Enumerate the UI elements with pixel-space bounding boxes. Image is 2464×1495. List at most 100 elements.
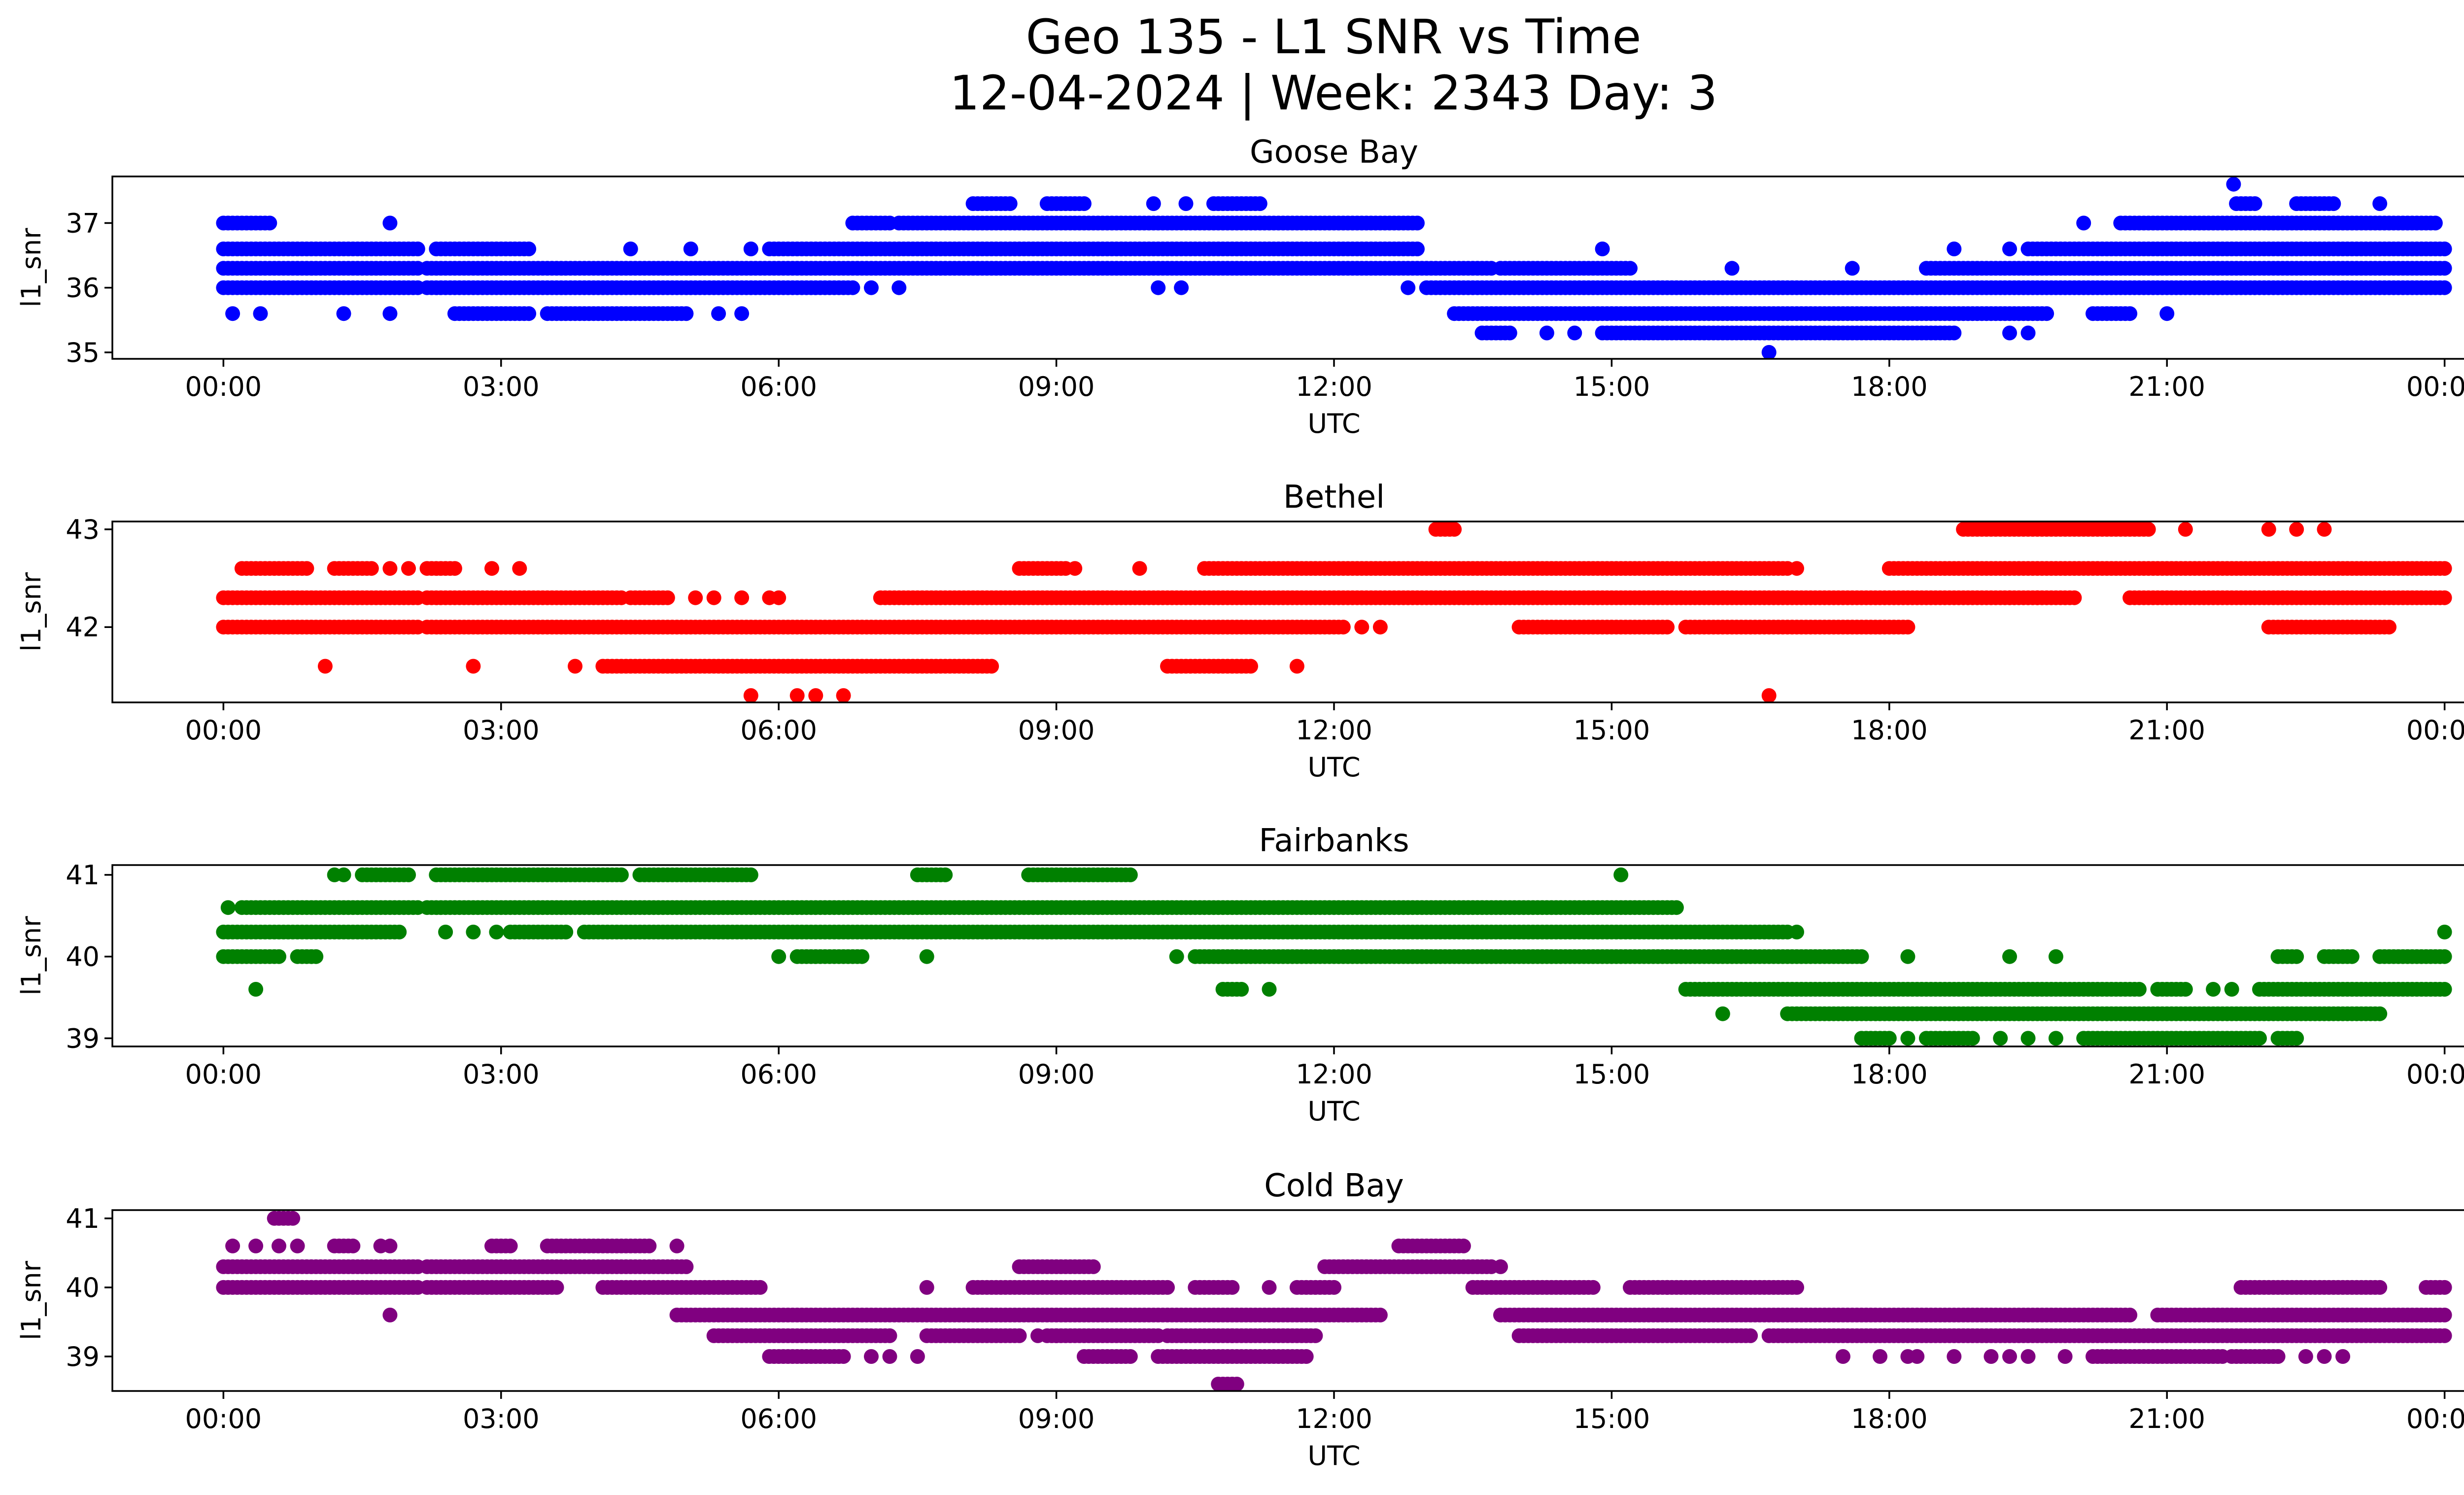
data-point bbox=[1539, 325, 1554, 341]
data-point bbox=[503, 1238, 518, 1253]
data-point bbox=[614, 867, 629, 882]
data-point bbox=[1174, 280, 1189, 295]
data-point bbox=[938, 867, 953, 882]
data-point bbox=[1169, 949, 1184, 964]
data-point bbox=[512, 561, 527, 576]
x-tick-label: 00:00 bbox=[2406, 715, 2464, 746]
data-point bbox=[743, 242, 758, 256]
scatter-series bbox=[216, 176, 2452, 359]
data-point bbox=[1076, 196, 1092, 211]
x-tick-label: 00:00 bbox=[2406, 371, 2464, 402]
data-point bbox=[1845, 261, 1860, 276]
data-point bbox=[1262, 982, 1277, 997]
data-point bbox=[679, 306, 694, 321]
data-point bbox=[1900, 1031, 1916, 1046]
data-point bbox=[345, 1238, 361, 1253]
scatter-series bbox=[216, 1211, 2452, 1391]
data-point bbox=[2131, 982, 2147, 997]
data-point bbox=[521, 306, 537, 321]
data-point bbox=[2039, 306, 2054, 321]
data-point bbox=[1567, 325, 1582, 341]
x-tick-label: 09:00 bbox=[1018, 1059, 1095, 1090]
data-point bbox=[1456, 1238, 1471, 1253]
data-point bbox=[1900, 620, 1916, 635]
data-point bbox=[2178, 982, 2193, 997]
data-point bbox=[1234, 982, 1249, 997]
data-point bbox=[248, 1238, 264, 1253]
x-tick-label: 09:00 bbox=[1018, 371, 1095, 402]
data-point bbox=[2226, 176, 2241, 192]
data-point bbox=[2372, 1280, 2388, 1295]
scatter-series bbox=[216, 522, 2452, 702]
x-tick-label: 21:00 bbox=[2128, 715, 2205, 746]
data-point bbox=[1160, 1280, 1175, 1295]
data-point bbox=[466, 924, 481, 939]
data-point bbox=[484, 561, 499, 576]
data-point bbox=[623, 242, 638, 256]
data-point bbox=[410, 242, 425, 256]
data-point bbox=[2002, 325, 2017, 341]
subplot-title: Fairbanks bbox=[1259, 823, 1409, 859]
data-point bbox=[1289, 659, 1304, 674]
y-axis-label: l1_snr bbox=[16, 916, 47, 996]
data-point bbox=[248, 982, 264, 997]
y-tick-label: 40 bbox=[66, 941, 100, 973]
data-point bbox=[743, 688, 758, 702]
data-point bbox=[317, 659, 333, 674]
data-point bbox=[1724, 261, 1740, 276]
x-tick-label: 09:00 bbox=[1018, 715, 1095, 746]
data-point bbox=[262, 215, 277, 231]
data-point bbox=[401, 867, 416, 882]
data-point bbox=[771, 949, 787, 964]
x-tick-label: 00:00 bbox=[185, 715, 262, 746]
data-point bbox=[2326, 196, 2341, 211]
y-axis-label: l1_snr bbox=[16, 228, 47, 308]
data-point bbox=[308, 949, 324, 964]
data-point bbox=[1947, 325, 1962, 341]
data-point bbox=[1789, 1280, 1804, 1295]
data-point bbox=[660, 590, 675, 605]
x-tick-label: 03:00 bbox=[463, 371, 540, 402]
data-point bbox=[919, 949, 934, 964]
data-point bbox=[2002, 949, 2017, 964]
data-point bbox=[568, 659, 582, 674]
data-point bbox=[1354, 620, 1369, 635]
y-tick-label: 35 bbox=[66, 337, 100, 368]
data-point bbox=[1002, 196, 1018, 211]
y-tick-label: 42 bbox=[66, 612, 100, 643]
x-axis-label: UTC bbox=[1307, 752, 1360, 783]
data-point bbox=[272, 1238, 286, 1253]
data-point bbox=[1225, 1280, 1240, 1295]
x-tick-label: 18:00 bbox=[1851, 1059, 1928, 1090]
data-point bbox=[1623, 261, 1638, 276]
data-point bbox=[1178, 196, 1194, 211]
data-point bbox=[1789, 561, 1804, 576]
data-point bbox=[1761, 688, 1777, 702]
data-point bbox=[1761, 345, 1777, 359]
data-point bbox=[864, 280, 879, 295]
data-point bbox=[669, 1238, 684, 1253]
data-point bbox=[466, 659, 481, 674]
data-point bbox=[845, 280, 860, 295]
data-point bbox=[1585, 1280, 1601, 1295]
data-point bbox=[290, 1238, 305, 1253]
data-point bbox=[734, 590, 750, 605]
data-point bbox=[688, 590, 703, 605]
data-point bbox=[1372, 620, 1388, 635]
data-point bbox=[1335, 620, 1351, 635]
data-point bbox=[2437, 949, 2452, 964]
x-axis-label: UTC bbox=[1307, 1096, 1360, 1127]
x-tick-label: 12:00 bbox=[1296, 371, 1372, 402]
data-point bbox=[2178, 522, 2193, 537]
data-point bbox=[521, 242, 537, 256]
data-point bbox=[1410, 215, 1425, 231]
x-tick-label: 06:00 bbox=[740, 1059, 817, 1090]
data-point bbox=[2372, 1006, 2388, 1021]
data-point bbox=[2317, 522, 2332, 537]
data-point bbox=[1262, 1280, 1277, 1295]
data-point bbox=[1660, 1280, 1675, 1295]
